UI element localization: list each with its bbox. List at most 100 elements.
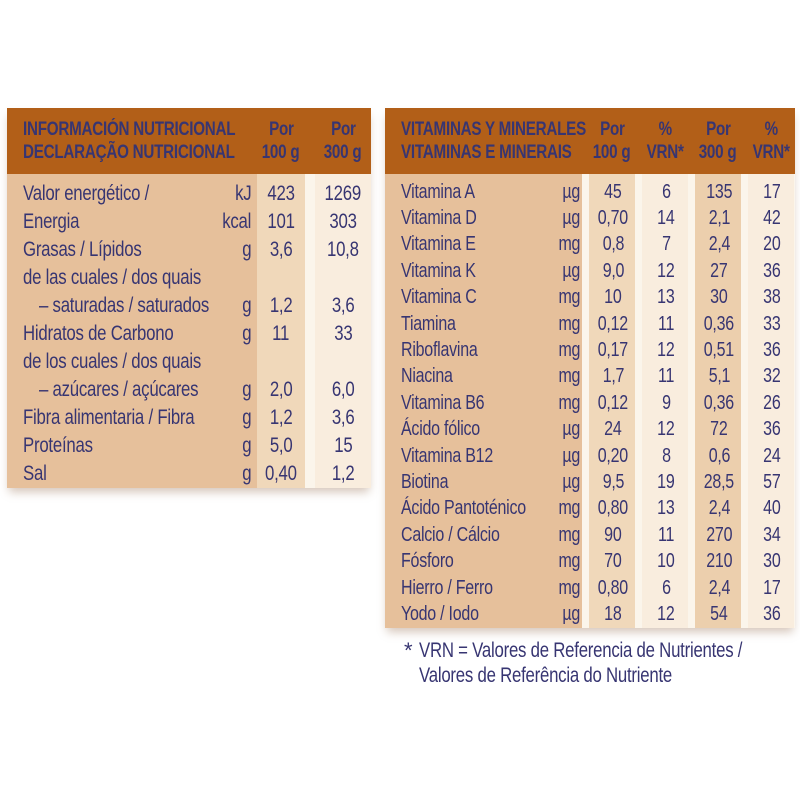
value-per-300g: 6,0 xyxy=(331,378,355,401)
value-per-100g: 9,5 xyxy=(602,470,624,493)
value-vrn-300g: 33 xyxy=(763,312,781,335)
row-label: Biotina xyxy=(401,470,449,493)
value-vrn-300g: 40 xyxy=(763,497,781,520)
row-label: Niacina xyxy=(401,365,453,388)
table-row: Hidratos de Carbono g 11 33 xyxy=(7,320,371,348)
table-row: Sal g 0,40 1,2 xyxy=(7,460,371,488)
row-unit: g xyxy=(241,406,251,429)
row-unit: g xyxy=(241,238,251,261)
value-vrn-300g: 30 xyxy=(763,550,781,573)
value-per-100g: 101 xyxy=(267,210,295,233)
vitamins-minerals-body: Vitamina A µg 45 6 135 17 Vitamina D µg … xyxy=(385,174,795,628)
row-label: Valor energético / xyxy=(23,182,150,205)
row-label: – azúcares / açúcares xyxy=(39,378,199,401)
row-label: Energia xyxy=(23,210,80,233)
row-unit: g xyxy=(241,434,251,457)
table-row: – azúcares / açúcares g 2,0 6,0 xyxy=(7,376,371,404)
value-vrn-100g: 6 xyxy=(661,180,671,203)
table-row: – saturadas / saturados g 1,2 3,6 xyxy=(7,292,371,320)
value-per-100g: 0,20 xyxy=(597,444,629,467)
value-per-100g: 5,0 xyxy=(269,434,293,457)
row-unit: mg xyxy=(558,233,580,256)
row-unit xyxy=(207,350,257,374)
column-header-vrn-100g: % VRN* xyxy=(646,119,684,163)
row-unit: g xyxy=(241,322,251,345)
value-vrn-100g: 11 xyxy=(657,523,675,546)
value-vrn-100g: 10 xyxy=(657,550,675,573)
value-vrn-300g: 17 xyxy=(763,180,781,203)
row-unit: µg xyxy=(562,207,580,230)
row-label: Vitamina A xyxy=(401,180,475,203)
value-per-300g: 0,6 xyxy=(708,444,730,467)
column-header-vrn-300g: % VRN* xyxy=(752,119,790,163)
value-per-100g: 24 xyxy=(604,418,622,441)
value-per-100g: 0,70 xyxy=(597,207,629,230)
row-unit: mg xyxy=(558,523,580,546)
value-vrn-100g: 13 xyxy=(657,497,675,520)
table-row: Vitamina E mg 0,8 7 2,4 20 xyxy=(385,232,795,258)
value-per-100g: 0,17 xyxy=(597,339,629,362)
row-label: Grasas / Lípidos xyxy=(23,238,142,261)
column-header-per-300g: Por 300 g xyxy=(699,119,737,163)
value-vrn-100g: 11 xyxy=(657,312,675,335)
value-per-100g: 11 xyxy=(272,322,290,345)
vrn-300g-column-stripe xyxy=(748,174,794,628)
value-per-100g: 0,12 xyxy=(597,391,629,414)
row-label: Sal xyxy=(23,462,47,485)
column-header-per-300g: Por 300 g xyxy=(324,119,362,163)
value-vrn-300g: 17 xyxy=(763,576,781,599)
column-header-per-100g: Por 100 g xyxy=(593,119,631,163)
vrn-footnote: * VRN = Valores de Referencia de Nutrien… xyxy=(404,638,800,688)
value-per-300g: 3,6 xyxy=(331,406,355,429)
value-per-100g: 1,2 xyxy=(269,406,293,429)
table-row: Grasas / Lípidos g 3,6 10,8 xyxy=(7,236,371,264)
value-per-300g: 270 xyxy=(705,523,732,546)
per-100g-column-stripe xyxy=(589,174,635,628)
vitamins-minerals-table: VITAMINAS Y MINERALES VITAMINAS E MINERA… xyxy=(385,108,795,628)
value-per-100g: 423 xyxy=(267,182,295,205)
value-per-100g: 70 xyxy=(604,550,622,573)
value-vrn-100g: 12 xyxy=(657,418,675,441)
table-row: Biotina µg 9,5 19 28,5 57 xyxy=(385,469,795,495)
row-label: de los cuales / dos quais xyxy=(23,350,201,373)
value-vrn-100g: 12 xyxy=(657,602,675,625)
value-vrn-300g: 26 xyxy=(763,391,781,414)
row-unit: mg xyxy=(558,391,580,414)
row-label: Hierro / Ferro xyxy=(401,576,493,599)
row-label: Hidratos de Carbono xyxy=(23,322,174,345)
row-label: Yodo / Iodo xyxy=(401,602,479,625)
row-label: Riboflavina xyxy=(401,339,478,362)
nutrition-facts-title: INFORMACIÓN NUTRICIONAL DECLARAÇÃO NUTRI… xyxy=(23,118,288,164)
value-per-100g xyxy=(257,350,305,374)
value-vrn-300g: 36 xyxy=(763,259,781,282)
table-row: Ácido Pantoténico mg 0,80 13 2,4 40 xyxy=(385,496,795,522)
value-vrn-300g: 24 xyxy=(763,444,781,467)
row-label: Ácido Pantoténico xyxy=(401,497,526,520)
value-per-100g: 0,80 xyxy=(597,576,629,599)
value-vrn-300g: 36 xyxy=(763,418,781,441)
value-per-300g: 135 xyxy=(705,180,732,203)
value-per-100g: 0,12 xyxy=(597,312,629,335)
row-label: Vitamina B12 xyxy=(401,444,493,467)
value-per-300g: 2,4 xyxy=(708,576,730,599)
nutrition-facts-header: INFORMACIÓN NUTRICIONAL DECLARAÇÃO NUTRI… xyxy=(7,108,371,174)
row-label: Vitamina B6 xyxy=(401,391,485,414)
row-label: Proteínas xyxy=(23,434,93,457)
value-vrn-300g: 36 xyxy=(763,602,781,625)
table-row: Vitamina C mg 10 13 30 38 xyxy=(385,285,795,311)
value-per-300g: 0,36 xyxy=(703,391,735,414)
value-per-100g: 0,40 xyxy=(265,462,297,485)
value-vrn-100g: 11 xyxy=(657,365,675,388)
row-unit: kcal xyxy=(222,210,251,233)
value-per-300g: 2,4 xyxy=(708,497,730,520)
table-row: Niacina mg 1,7 11 5,1 32 xyxy=(385,364,795,390)
value-per-300g: 0,51 xyxy=(703,339,735,362)
title-line-es: VITAMINAS Y MINERALES xyxy=(401,119,586,140)
table-row: de los cuales / dos quais xyxy=(7,348,371,376)
row-label: Calcio / Cálcio xyxy=(401,523,500,546)
value-per-100g: 0,8 xyxy=(602,233,624,256)
value-per-300g: 1,2 xyxy=(331,462,355,485)
table-row: Ácido fólico µg 24 12 72 36 xyxy=(385,417,795,443)
row-unit: mg xyxy=(558,365,580,388)
